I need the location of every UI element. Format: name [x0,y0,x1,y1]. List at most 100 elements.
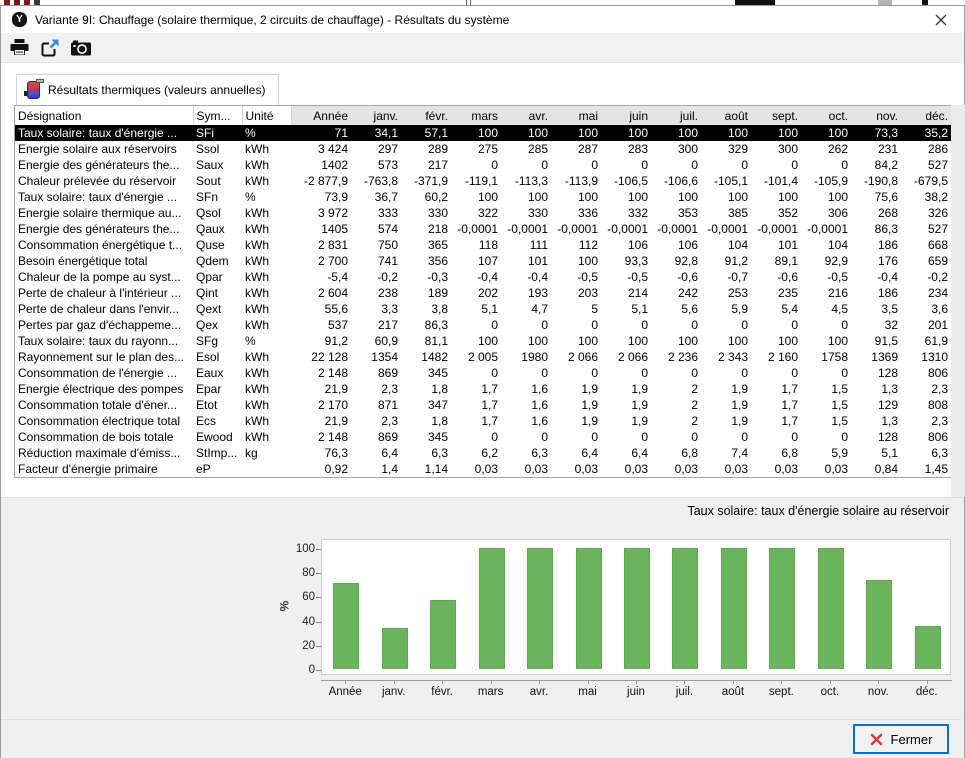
x-tick-mark [878,680,880,684]
title-bar: Y Variante 9I: Chauffage (solaire thermi… [1,6,964,33]
cell-value: 32 [884,318,898,332]
cell-value: 234 [927,286,948,300]
table-row[interactable]: Consommation de l'énergie ... Eaux kWh 2 14… [15,365,952,381]
cell-value: 1758 [821,350,848,364]
footer-bar: Fermer [1,719,964,758]
cell-unit: kWh [245,174,269,188]
cell-value: 242 [677,286,698,300]
table-row[interactable]: Rayonnement sur le plan des... Esol kWh 22 … [15,349,952,365]
close-dialog-button[interactable]: Fermer [853,724,949,754]
cell-value: 352 [777,206,798,220]
cell-symbol: Qext [196,302,222,316]
cell-value: 57,1 [424,126,448,140]
cell-value: 2 148 [317,430,348,444]
table-row[interactable]: Taux solaire: taux d'énergie ... SFn% 73,9… [15,189,952,205]
table-row[interactable]: Taux solaire: taux du rayonn... SFg% 91,2 6… [15,333,952,349]
cell-value: -190,8 [863,174,898,188]
table-row[interactable]: Energie des générateurs the... Saux kWh 140… [15,157,952,173]
cell-value: -0,5 [827,270,848,284]
cell-designation: Facteur d'énergie primaire [18,462,158,476]
cell-value: 75,6 [874,190,898,204]
cell-designation: Energie solaire thermique au... [18,206,182,220]
x-tick-label: juil. [675,686,694,698]
cell-value: 60,2 [424,190,448,204]
export-button[interactable] [37,36,63,60]
table-row[interactable]: Consommation totale d'éner... Etot kWh 2 17… [15,397,952,413]
desktop-fragment [4,0,10,5]
desktop-fragment [878,0,892,5]
table-row[interactable]: Réduction maximale d'émiss... StImp... kg 7… [15,445,952,461]
cell-value: -0,4 [477,270,498,284]
cell-value: 0,03 [624,462,648,476]
cell-value: 106 [627,238,648,252]
cell-value: 0,03 [774,462,798,476]
cell-value: 104 [727,238,748,252]
cell-value: -0,0001 [457,222,498,236]
column-header-sept: sept. [752,106,802,125]
cell-value: 0 [791,366,798,380]
cell-value: 0 [791,158,798,172]
cell-value: 100 [827,334,848,348]
cell-value: 0 [691,430,698,444]
table-row[interactable]: Energie électrique des pompes Epar kWh 21,9… [15,381,952,397]
window-close-button[interactable] [926,7,956,33]
bar-avr. [527,548,554,669]
window-title: Variante 9I: Chauffage (solaire thermiqu… [35,12,510,27]
bar-févr. [430,599,457,669]
x-tick-mark [442,680,444,684]
cell-value: 34,1 [374,126,398,140]
screenshot-button[interactable] [68,36,94,60]
boiler-tank-icon [24,79,44,99]
table-row[interactable]: Consommation énergétique t... Quse kWh 2 83… [15,237,952,253]
cell-value: 203 [577,286,598,300]
cell-value: 1,6 [531,382,548,396]
cell-value: 0,03 [724,462,748,476]
cell-value: 0,03 [474,462,498,476]
table-row[interactable]: Energie solaire thermique au... Qsol kWh 3 … [15,205,952,221]
table-row[interactable]: Besoin énergétique total Qdem kWh 2 700 741 3… [15,253,952,269]
cell-value: 0 [491,430,498,444]
cell-value: 3,3 [381,302,398,316]
x-tick-mark [490,680,492,684]
cell-value: 129 [877,398,898,412]
table-row[interactable]: Perte de chaleur à l'intérieur ... Qint kW… [15,285,952,301]
cell-symbol: Quse [196,238,225,252]
cell-value: 3 424 [317,142,348,156]
cell-symbol: Ewood [196,430,233,444]
cell-value: 76,3 [324,446,348,460]
tab-thermal-results[interactable]: Résultats thermiques (valeurs annuelles) [16,74,280,105]
table-row[interactable]: Pertes par gaz d'échappeme... Qex kWh 537 21… [15,317,952,333]
cell-value: 1,7 [481,382,498,396]
table-right-filler [951,105,965,497]
cell-value: 2 005 [467,350,498,364]
cell-value: 176 [877,254,898,268]
desktop-fragment [466,0,467,5]
table-row[interactable]: Energie solaire aux réservoirs Ssol kWh 3 4… [15,141,952,157]
column-header-avr: avr. [502,106,552,125]
results-panel: Résultats thermiques (valeurs annuelles)… [1,63,965,497]
cell-value: 1,8 [431,414,448,428]
table-row[interactable]: Taux solaire: taux d'énergie ... SFi% 71 34… [15,125,952,141]
cell-value: -0,0001 [757,222,798,236]
cell-value: 84,2 [874,158,898,172]
cell-value: -0,0001 [807,222,848,236]
table-row[interactable]: Perte de chaleur dans l'envir... Qext kWh 5… [15,301,952,317]
table-row[interactable]: Consommation électrique total Ecs kWh 21,9 2… [15,413,952,429]
cell-value: 333 [377,206,398,220]
print-button[interactable] [6,36,32,60]
cell-value: 100 [777,126,798,140]
bar-Année [333,583,360,669]
cell-symbol: Ecs [196,414,217,428]
table-row[interactable]: Chaleur de la pompe au syst... Qpar kWh -5,… [15,269,952,285]
cell-value: 2 148 [317,366,348,380]
cell-designation: Consommation électrique total [18,414,181,428]
cell-value: 1,9 [581,414,598,428]
table-row[interactable]: Consommation de bois totale Ewood kWh 2 148… [15,429,952,445]
table-row[interactable]: Energie des générateurs the... Qaux kWh 140… [15,221,952,237]
table-row[interactable]: Chaleur prélevée du réservoir Sout kWh -2 8… [15,173,952,189]
cell-value: -0,0001 [607,222,648,236]
desktop-fragment [34,0,40,5]
table-row[interactable]: Facteur d'énergie primaire eP 0,92 1,4 1,14 0… [15,461,952,477]
cell-value: -763,8 [363,174,398,188]
cell-value: 100 [577,334,598,348]
